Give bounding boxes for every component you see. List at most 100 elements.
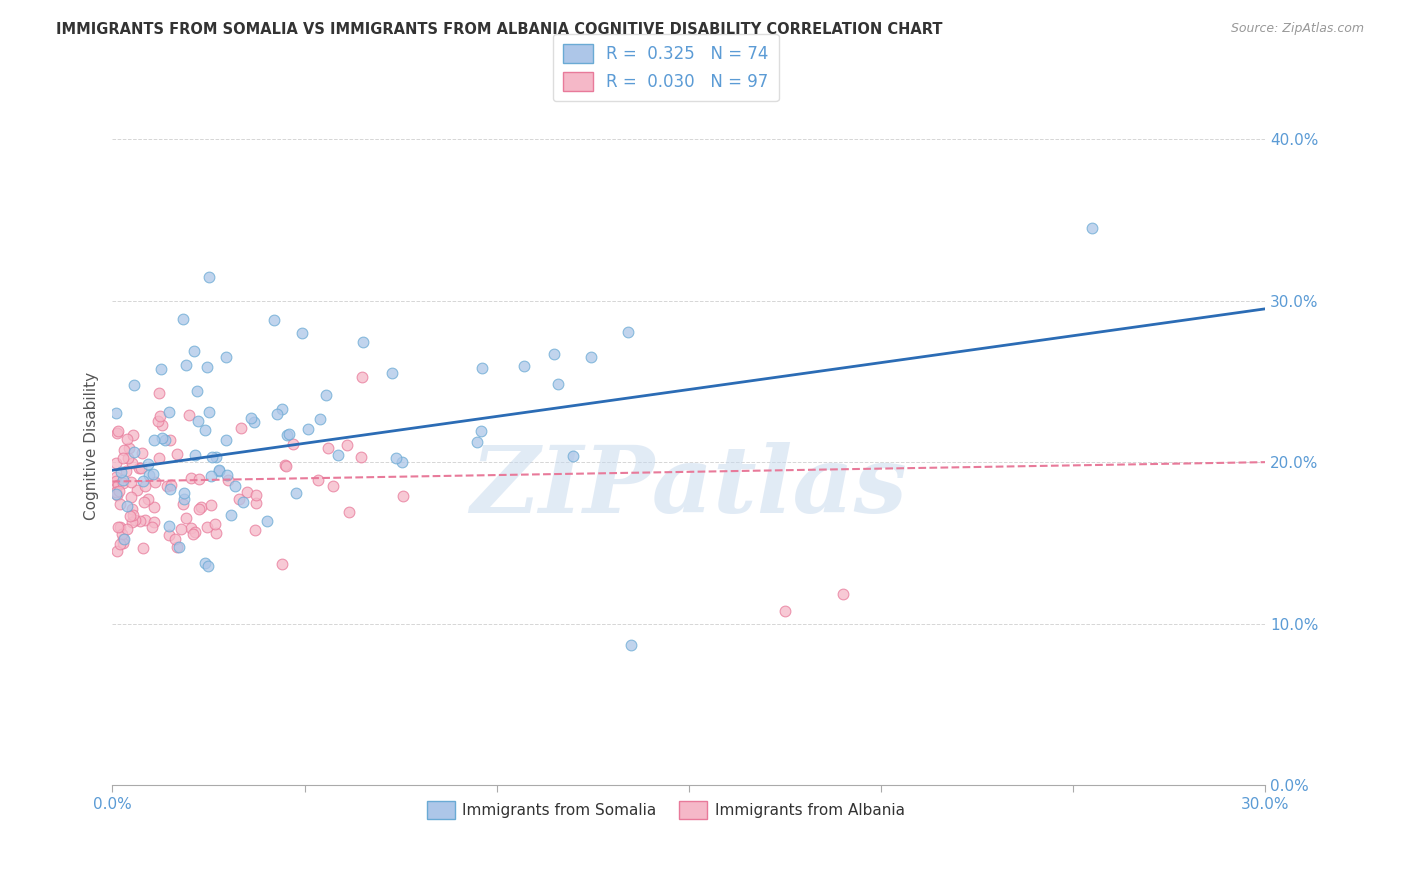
Point	[297, 422, 319, 436]
Point	[105, 487, 128, 501]
Point	[381, 366, 404, 380]
Point	[111, 473, 134, 487]
Point	[142, 433, 165, 447]
Point	[115, 464, 138, 478]
Point	[143, 515, 166, 529]
Point	[215, 351, 238, 365]
Point	[105, 456, 128, 470]
Point	[174, 358, 197, 372]
Point	[316, 441, 339, 455]
Point	[197, 519, 219, 533]
Point	[111, 476, 134, 491]
Point	[142, 467, 165, 482]
Point	[105, 485, 128, 500]
Point	[562, 449, 585, 463]
Point	[107, 477, 129, 491]
Point	[197, 269, 219, 284]
Point	[232, 494, 254, 508]
Point	[183, 525, 205, 540]
Point	[124, 513, 146, 527]
Point	[183, 343, 205, 358]
Point	[120, 509, 142, 524]
Point	[110, 537, 132, 551]
Point	[105, 406, 128, 420]
Point	[107, 519, 129, 533]
Point	[110, 520, 132, 534]
Point	[107, 424, 129, 438]
Point	[132, 541, 155, 555]
Point	[326, 449, 349, 463]
Point	[245, 496, 267, 510]
Point	[150, 431, 173, 445]
Point	[205, 526, 228, 541]
Point	[124, 378, 146, 392]
Point	[143, 475, 166, 489]
Point	[194, 423, 217, 437]
Point	[391, 489, 413, 503]
Point	[149, 362, 172, 376]
Point	[105, 478, 128, 492]
Point	[165, 532, 187, 546]
Point	[350, 450, 373, 464]
Point	[352, 335, 374, 350]
Point	[579, 350, 602, 364]
Point	[1081, 221, 1104, 235]
Point	[215, 433, 238, 447]
Point	[157, 405, 180, 419]
Point	[112, 451, 135, 466]
Legend: Immigrants from Somalia, Immigrants from Albania: Immigrants from Somalia, Immigrants from…	[418, 792, 914, 828]
Point	[184, 448, 207, 462]
Point	[110, 465, 132, 479]
Point	[187, 472, 209, 486]
Point	[125, 483, 148, 498]
Point	[200, 468, 222, 483]
Point	[148, 385, 170, 400]
Point	[231, 421, 253, 435]
Point	[112, 443, 135, 458]
Point	[239, 410, 262, 425]
Point	[129, 461, 152, 475]
Point	[173, 491, 195, 506]
Point	[108, 497, 131, 511]
Point	[181, 527, 204, 541]
Point	[236, 484, 259, 499]
Point	[180, 471, 202, 485]
Point	[180, 521, 202, 535]
Point	[148, 451, 170, 466]
Point	[228, 491, 250, 506]
Point	[831, 587, 853, 601]
Point	[128, 515, 150, 529]
Text: IMMIGRANTS FROM SOMALIA VS IMMIGRANTS FROM ALBANIA COGNITIVE DISABILITY CORRELAT: IMMIGRANTS FROM SOMALIA VS IMMIGRANTS FR…	[56, 22, 943, 37]
Y-axis label: Cognitive Disability: Cognitive Disability	[83, 372, 98, 520]
Point	[274, 458, 297, 473]
Point	[336, 438, 359, 452]
Point	[309, 411, 332, 425]
Point	[172, 497, 194, 511]
Point	[132, 495, 155, 509]
Point	[291, 326, 314, 340]
Point	[773, 604, 796, 618]
Point	[465, 434, 488, 449]
Point	[177, 408, 200, 422]
Point	[128, 461, 150, 475]
Point	[166, 540, 188, 554]
Point	[153, 433, 176, 447]
Point	[159, 478, 181, 492]
Point	[276, 428, 298, 442]
Point	[271, 402, 294, 417]
Point	[157, 519, 180, 533]
Point	[470, 424, 492, 438]
Point	[149, 409, 172, 423]
Point	[173, 485, 195, 500]
Point	[159, 433, 181, 447]
Point	[105, 475, 128, 489]
Point	[105, 544, 128, 558]
Point	[138, 467, 160, 482]
Point	[256, 514, 278, 528]
Point	[215, 468, 238, 483]
Point	[616, 325, 638, 339]
Point	[105, 470, 128, 484]
Point	[281, 437, 304, 451]
Point	[198, 405, 221, 419]
Point	[157, 528, 180, 542]
